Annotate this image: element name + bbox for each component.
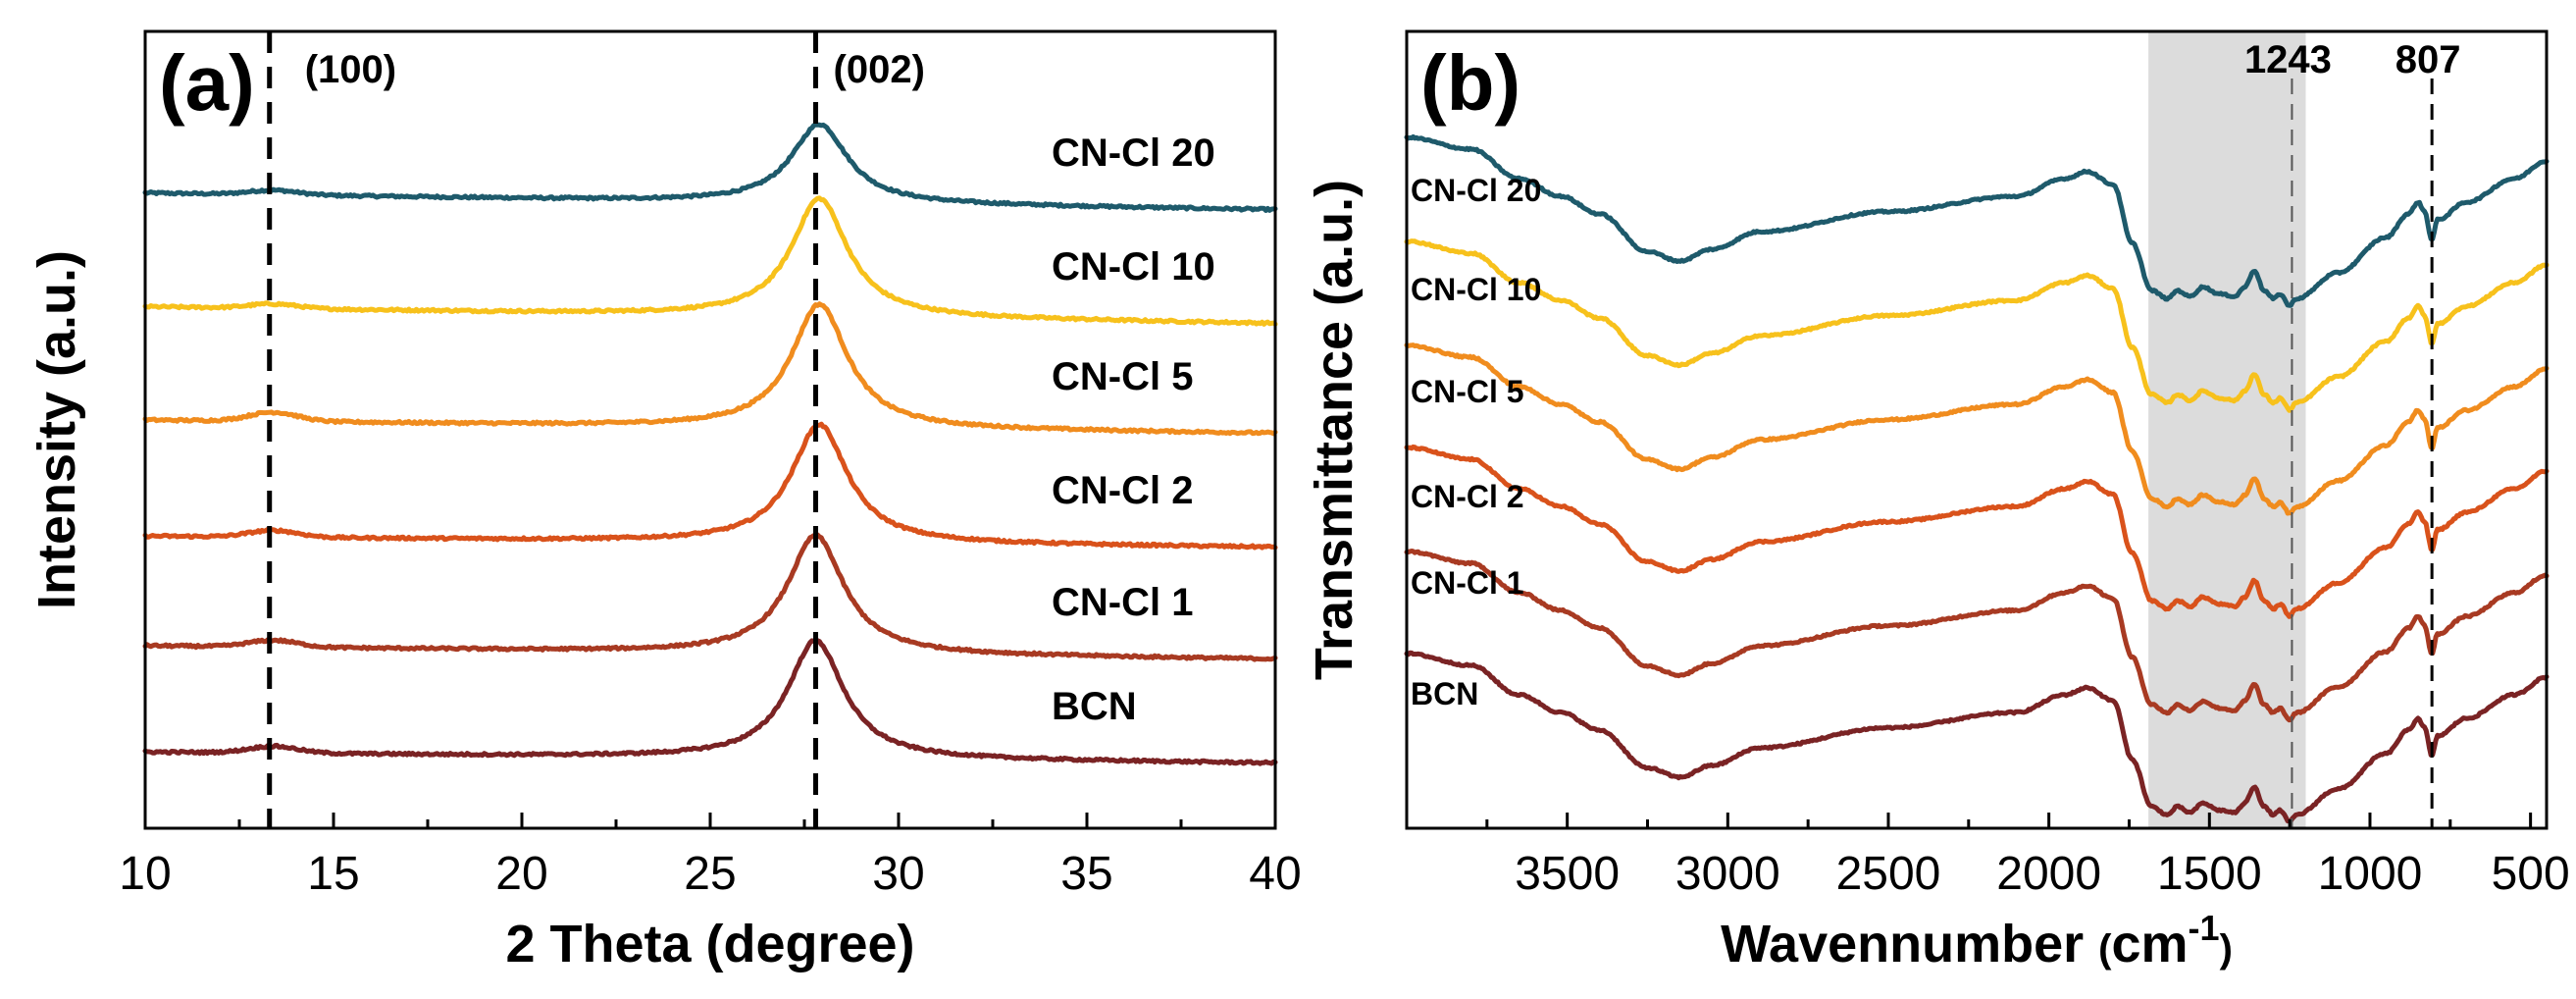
panel-a-series-cn-cl-1 <box>142 532 1278 662</box>
panel-a-label-cn-cl-1: CN-Cl 1 <box>1052 581 1193 624</box>
panel-a-tick-label-35: 35 <box>1060 848 1112 900</box>
panel-b-series-cn-cl-5 <box>1404 342 2550 516</box>
panel-b-tick-label-2500: 2500 <box>1836 848 1941 900</box>
panel-b-x-label-paren-open: ( <box>2098 927 2112 971</box>
panel-a-label-cn-cl-5: CN-Cl 5 <box>1052 355 1193 398</box>
panel-b-series-cn-cl-10 <box>1404 238 2550 413</box>
panel-b-label-cn-cl-5: CN-Cl 5 <box>1411 374 1524 409</box>
panel-b-tick-label-3500: 3500 <box>1515 848 1620 900</box>
panel-b-axis-frame <box>1405 29 2549 830</box>
panel-b-tick-label-1500: 1500 <box>2157 848 2262 900</box>
panel-a-series-group <box>142 122 1278 766</box>
panel-b-tick-label-3000: 3000 <box>1675 848 1780 900</box>
panel-a-label-bcn: BCN <box>1052 685 1137 728</box>
panel-a-tick-label-15: 15 <box>307 848 359 900</box>
panel-a-series-cn-cl-10 <box>142 195 1278 327</box>
panel-b-y-axis-label: Transmittance (a.u.) <box>1305 180 1364 680</box>
panel-a-xrd-chart: (100) (002) 10 15 20 25 30 35 40 (a) 2 Theta (d… <box>27 29 1302 973</box>
panel-b-series-group <box>1404 133 2550 824</box>
panel-a-series-cn-cl-2 <box>142 421 1278 551</box>
panel-a-peak-label-100: (100) <box>305 48 396 91</box>
panel-b-label-bcn: BCN <box>1411 676 1478 711</box>
panel-a-label-cn-cl-20: CN-Cl 20 <box>1052 131 1215 175</box>
panel-b-x-label-sup: -1 <box>2189 908 2220 948</box>
panel-a-label-cn-cl-2: CN-Cl 2 <box>1052 469 1193 512</box>
panel-a-tick-label-10: 10 <box>119 848 171 900</box>
panel-b-x-label-paren-close: ) <box>2220 927 2233 971</box>
panel-b-label-cn-cl-10: CN-Cl 10 <box>1411 272 1541 307</box>
panel-b-series-cn-cl-2 <box>1404 444 2550 619</box>
panel-b-peak-label-807: 807 <box>2396 38 2461 81</box>
panel-b-x-ticks: 3500 3000 2500 2000 1500 1000 500 <box>1485 813 2570 900</box>
panel-a-label: (a) <box>159 39 255 127</box>
panel-a-y-axis-label: Intensity (a.u.) <box>27 250 86 609</box>
panel-b-label: (b) <box>1420 39 1520 127</box>
panel-b-x-axis-label: Wavennumber (cm-1) <box>1721 908 2233 973</box>
panel-a-peak-label-002: (002) <box>834 48 925 91</box>
panel-a-tick-label-20: 20 <box>495 848 547 900</box>
panel-b-x-label-main: Wavennumber <box>1721 915 2098 973</box>
panel-b-series-cn-cl-20 <box>1404 133 2550 308</box>
panel-a-series-cn-cl-5 <box>142 301 1278 437</box>
panel-a-reference-lines: (100) (002) <box>267 31 925 828</box>
panel-b-ftir-chart: 1243 807 3500 3000 2500 2000 1500 1000 500 (b) … <box>1305 29 2570 973</box>
panel-a-x-axis-label: 2 Theta (degree) <box>505 915 914 973</box>
panel-b-x-label-unit: cm <box>2112 915 2189 973</box>
panel-b-shaded-region <box>2148 31 2306 828</box>
panel-b-series-cn-cl-1 <box>1404 549 2550 723</box>
panel-b-series-bcn <box>1404 650 2550 824</box>
panel-b-label-cn-cl-2: CN-Cl 2 <box>1411 479 1524 514</box>
panel-a-label-cn-cl-10: CN-Cl 10 <box>1052 245 1215 289</box>
panel-a-x-ticks: 10 15 20 25 30 35 40 <box>119 813 1302 900</box>
panel-b-series-labels: CN-Cl 20 CN-Cl 10 CN-Cl 5 CN-Cl 2 CN-Cl 1 BCN <box>1411 173 1541 711</box>
panel-b-label-cn-cl-20: CN-Cl 20 <box>1411 173 1541 208</box>
panel-a-series-cn-cl-20 <box>142 122 1278 213</box>
panel-b-tick-label-1000: 1000 <box>2318 848 2423 900</box>
panel-b-label-cn-cl-1: CN-Cl 1 <box>1411 565 1524 601</box>
panel-a-series-labels: CN-Cl 20 CN-Cl 10 CN-Cl 5 CN-Cl 2 CN-Cl 1 BCN <box>1052 131 1215 728</box>
panel-a-tick-label-40: 40 <box>1249 848 1301 900</box>
panel-b-reference-lines: 1243 807 <box>2244 38 2461 828</box>
panel-a-series-bcn <box>142 637 1278 766</box>
panel-a-tick-label-25: 25 <box>684 848 736 900</box>
panel-a-tick-label-30: 30 <box>872 848 924 900</box>
panel-b-tick-label-2000: 2000 <box>1996 848 2101 900</box>
panel-b-tick-label-500: 500 <box>2492 848 2570 900</box>
panel-b-peak-label-1243: 1243 <box>2244 38 2332 81</box>
